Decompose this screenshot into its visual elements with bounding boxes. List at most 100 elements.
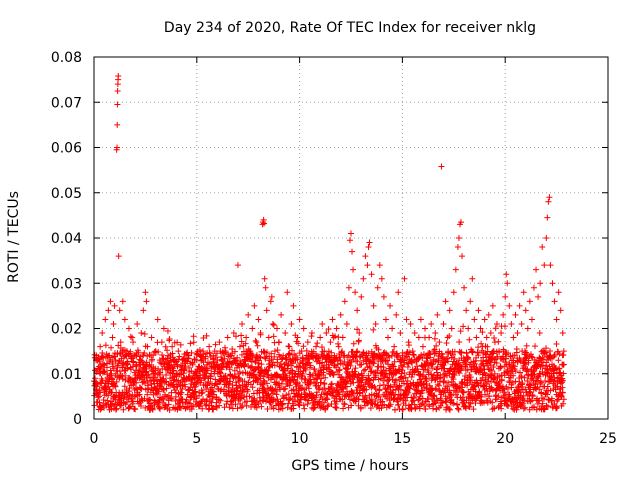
data-point-floor [483,385,490,392]
data-point-floor [456,339,463,346]
data-point [459,253,466,260]
data-point-floor [484,378,491,385]
data-point [280,352,287,359]
data-point-floor [199,354,206,361]
data-point-floor [285,343,292,350]
data-point [354,307,361,314]
data-point [306,352,313,359]
data-point-floor [247,364,254,371]
data-point-floor [210,388,217,395]
data-point-floor [372,385,379,392]
data-point [520,289,527,296]
data-point [284,289,291,296]
y-axis-label: ROTI / TECUs [6,191,22,283]
data-point-floor [288,347,295,354]
data-point-floor [291,370,298,377]
data-point-floor [440,379,447,386]
data-point-floor [426,403,433,410]
data-point-floor [493,360,500,367]
data-point [415,334,422,341]
data-point-floor [522,386,529,393]
data-point-floor [300,402,307,409]
data-point-floor [490,363,497,370]
data-point-floor [271,353,278,360]
data-point-floor [513,349,520,356]
data-point-floor [462,373,469,380]
data-point-floor [536,397,543,404]
data-point-floor [96,358,103,365]
data-point-floor [102,400,109,407]
data-point-floor [196,347,203,354]
data-point-floor [105,392,112,399]
data-point [370,302,377,309]
data-point-floor [285,351,292,358]
data-point [533,266,540,273]
data-point-floor [175,356,182,363]
data-point-floor [264,371,271,378]
data-point-floor [252,366,259,373]
data-point-floor [349,389,356,396]
data-point [473,334,480,341]
data-point-floor [227,378,234,385]
data-point-floor [523,342,530,349]
data-point [253,339,260,346]
data-point-floor [443,339,450,346]
data-point-floor [411,367,418,374]
data-point-floor [357,404,364,411]
data-point-floor [287,377,294,384]
data-point [261,275,268,282]
data-point-floor [431,335,438,342]
data-point [112,357,119,364]
data-point-floor [537,380,544,387]
data-point-floor [332,333,339,340]
data-point-floor [498,376,505,383]
data-point-floor [413,404,420,411]
data-point-floor [282,385,289,392]
data-point-floor [183,396,190,403]
data-point [160,325,167,332]
data-point-floor [246,393,253,400]
data-point-floor [400,380,407,387]
data-point-floor [433,386,440,393]
data-point [265,334,272,341]
data-point-floor [97,389,104,396]
data-point [179,357,186,364]
data-point [465,325,472,332]
data-point [177,379,184,386]
data-point-floor [145,371,152,378]
data-point-floor [232,333,239,340]
data-point-floor [190,339,197,346]
data-point-floor [423,398,430,405]
data-point [455,235,462,241]
data-point-floor [346,372,353,379]
data-point-floor [437,402,444,409]
data-point [191,370,198,377]
data-point-floor [286,370,293,377]
data-point [267,298,274,305]
data-point-floor [100,397,107,404]
data-point [387,302,394,309]
data-point-floor [539,400,546,407]
data-point [271,348,278,355]
data-point-floor [485,393,492,400]
data-point [154,316,161,323]
y-tick-labels: 0 0.01 0.02 0.03 0.04 0.05 0.06 0.07 0.08 [51,50,82,428]
data-point-floor [450,358,457,365]
data-point-floor [451,368,458,375]
data-point-floor [424,359,431,366]
data-point-floor [494,353,501,360]
data-point [543,235,550,241]
data-point [236,343,243,350]
data-point-floor [375,346,382,353]
data-point-floor [270,321,277,328]
data-point-floor [341,401,348,408]
data-point-floor [185,399,192,406]
data-point [512,311,519,318]
y-tick-label: 0.06 [51,141,82,157]
data-point-floor [154,385,161,392]
data-point-floor [136,391,143,398]
data-point [195,379,202,386]
data-point-floor [418,351,425,358]
data-point-floor [339,348,346,355]
data-point-floor [302,396,309,403]
